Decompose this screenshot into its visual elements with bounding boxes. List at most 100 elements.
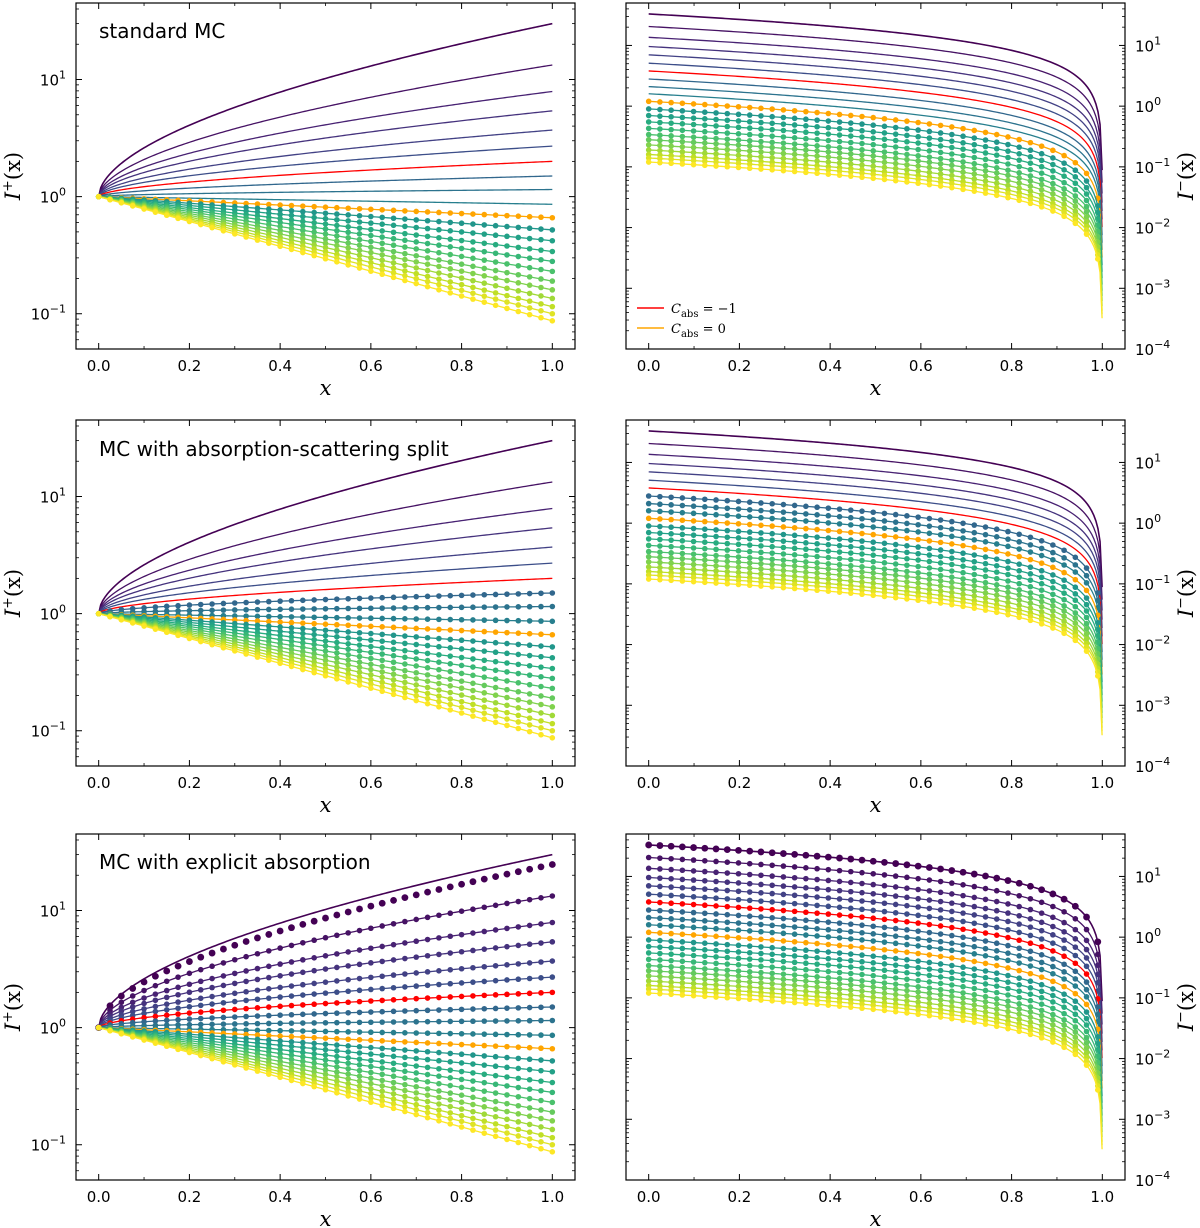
series-marker-18 <box>814 158 820 164</box>
series-marker-11 <box>402 633 408 639</box>
series-marker-10 <box>847 112 854 119</box>
series-marker-11 <box>926 959 933 966</box>
series-marker-15 <box>657 549 663 556</box>
series-marker-17 <box>1005 177 1011 184</box>
series-marker-20 <box>982 603 989 609</box>
series-marker-17 <box>735 147 742 154</box>
series-marker-16 <box>470 1094 476 1101</box>
series-marker-17 <box>526 282 533 288</box>
series-marker-13 <box>526 662 533 669</box>
series-marker-20 <box>915 1007 921 1013</box>
series-marker-8 <box>769 922 775 929</box>
series-marker-20 <box>735 160 742 167</box>
series-marker-10 <box>859 113 865 120</box>
series-marker-12 <box>960 971 966 977</box>
series-marker-9 <box>504 617 510 624</box>
series-marker-10 <box>515 213 522 219</box>
x-tick-label: 0.2 <box>177 1188 201 1206</box>
series-marker-2 <box>915 886 921 893</box>
series-marker-6 <box>735 904 742 911</box>
series-marker-14 <box>791 966 798 972</box>
series-marker-21 <box>277 660 283 667</box>
series-marker-12 <box>668 531 674 537</box>
series-marker-14 <box>458 1076 465 1083</box>
series-marker-10 <box>504 629 510 636</box>
series-marker-0 <box>1060 895 1068 903</box>
series-marker-15 <box>390 242 397 249</box>
series-marker-15 <box>982 993 989 1000</box>
series-marker-16 <box>345 1071 351 1077</box>
series-marker-20 <box>436 698 442 705</box>
series-marker-14 <box>814 136 820 143</box>
series-marker-21 <box>413 697 420 704</box>
series-marker-20 <box>492 713 499 719</box>
series-marker-20 <box>345 258 351 264</box>
series-marker-12 <box>769 537 775 544</box>
series-marker-13 <box>870 135 877 141</box>
series-marker-15 <box>993 996 1000 1002</box>
series-marker-3 <box>1083 946 1090 953</box>
series-marker-20 <box>504 1130 510 1136</box>
series-marker-11 <box>458 637 465 644</box>
series-marker-20 <box>791 581 798 588</box>
series-marker-20 <box>814 583 820 589</box>
series-marker-1 <box>129 993 136 999</box>
series-marker-15 <box>470 672 476 679</box>
series-marker-20 <box>526 305 533 311</box>
series-marker-17 <box>436 680 442 687</box>
series-marker-12 <box>402 1054 408 1061</box>
series-marker-8 <box>702 504 708 510</box>
series-marker-20 <box>746 161 753 167</box>
series-marker-5 <box>402 984 408 990</box>
series-marker-21 <box>231 231 238 237</box>
series-marker-14 <box>657 543 663 549</box>
series-marker-10 <box>1061 152 1067 159</box>
series-marker-15 <box>334 233 340 239</box>
series-marker-4 <box>379 973 386 980</box>
series-marker-3 <box>1061 928 1067 935</box>
series-marker-18 <box>368 671 374 678</box>
series-marker-21 <box>1094 1087 1101 1093</box>
series-marker-12 <box>904 549 910 556</box>
y-tick-label: 100 <box>1135 512 1161 533</box>
series-marker-18 <box>470 277 476 284</box>
series-marker-13 <box>538 664 544 670</box>
series-marker-13 <box>492 658 499 665</box>
series-marker-21 <box>870 175 877 182</box>
series-marker-12 <box>322 632 329 639</box>
series-marker-8 <box>504 1018 510 1024</box>
series-marker-17 <box>870 989 877 995</box>
series-marker-15 <box>746 554 753 561</box>
series-marker-14 <box>390 652 397 659</box>
series-marker-17 <box>424 1092 431 1098</box>
y-tick-label: 100 <box>1135 926 1161 947</box>
series-marker-11 <box>769 944 775 951</box>
series-marker-7 <box>881 510 888 517</box>
series-marker-1 <box>390 920 397 927</box>
series-marker-18 <box>870 994 877 1000</box>
series-marker-5 <box>300 992 306 998</box>
series-marker-10 <box>345 205 351 212</box>
series-marker-20 <box>492 1127 499 1133</box>
series-marker-2 <box>368 945 374 952</box>
series-marker-1 <box>243 953 249 960</box>
series-marker-5 <box>1027 932 1034 939</box>
series-marker-7 <box>713 497 719 503</box>
series-marker-8 <box>780 509 787 515</box>
series-marker-14 <box>814 553 820 560</box>
series-marker-11 <box>526 642 533 649</box>
series-marker-8 <box>492 1018 499 1024</box>
series-marker-10 <box>277 1033 283 1039</box>
series-marker-10 <box>926 538 933 544</box>
series-marker-10 <box>1050 147 1056 154</box>
series-marker-16 <box>1050 602 1056 609</box>
series-marker-18 <box>402 262 408 269</box>
series-marker-18 <box>368 1085 374 1092</box>
series-marker-14 <box>1072 186 1079 193</box>
series-marker-1 <box>163 978 170 985</box>
series-marker-17 <box>379 1083 386 1089</box>
series-marker-5 <box>746 897 753 904</box>
series-marker-19 <box>492 1121 499 1127</box>
series-marker-14 <box>690 959 697 965</box>
series-marker-21 <box>937 1014 944 1020</box>
